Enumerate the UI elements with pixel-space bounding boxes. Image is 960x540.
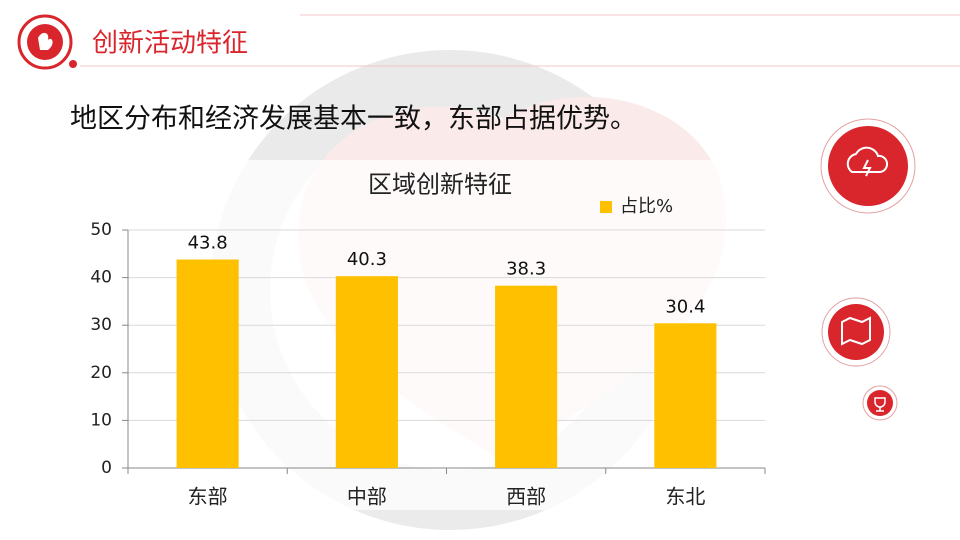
- y-tick-label: 10: [90, 410, 112, 430]
- value-label: 40.3: [347, 249, 387, 270]
- y-tick-label: 30: [90, 315, 112, 335]
- y-tick-label: 50: [90, 220, 112, 240]
- x-tick-label: 东部: [188, 485, 228, 509]
- chart-title: 区域创新特征: [368, 171, 512, 199]
- logo: [17, 14, 77, 70]
- bar: [335, 276, 398, 468]
- value-label: 43.8: [188, 233, 228, 254]
- value-label: 30.4: [665, 296, 705, 317]
- x-tick-label: 东北: [665, 485, 705, 509]
- page-title: 创新活动特征: [92, 29, 248, 59]
- y-tick-label: 20: [90, 363, 112, 383]
- subtitle: 地区分布和经济发展基本一致，东部占据优势。: [70, 104, 637, 135]
- y-tick-label: 40: [90, 268, 112, 288]
- x-tick-label: 西部: [506, 485, 546, 509]
- x-tick-label: 中部: [347, 485, 387, 509]
- bar: [495, 285, 558, 468]
- bar: [654, 323, 717, 468]
- side-icons: [820, 118, 916, 421]
- legend-swatch: [600, 201, 612, 213]
- legend-label: 占比%: [620, 196, 673, 217]
- y-tick-label: 0: [101, 458, 112, 478]
- value-label: 38.3: [506, 259, 546, 280]
- bar: [176, 259, 239, 468]
